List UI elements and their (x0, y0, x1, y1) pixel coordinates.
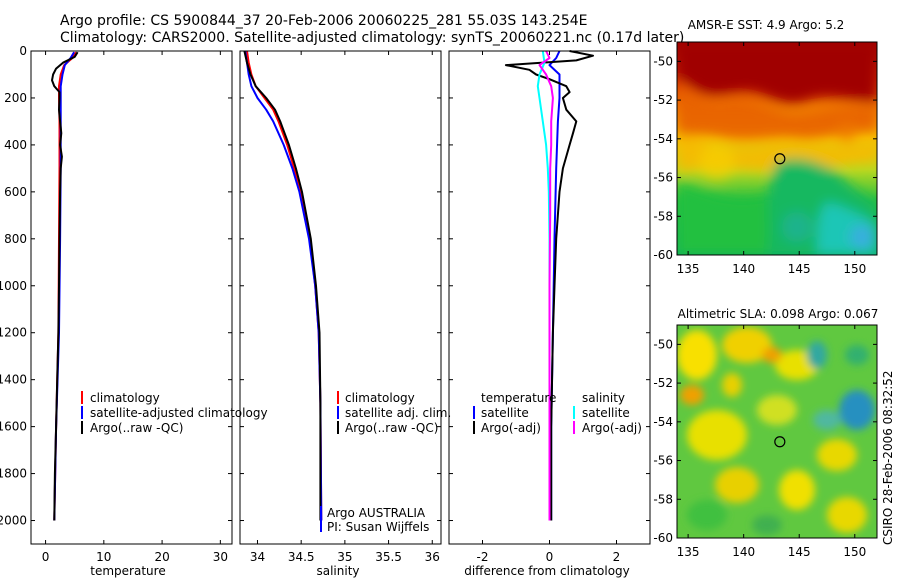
legend-label-temp-satellite: satellite (481, 406, 529, 420)
y-tick-label: 0 (19, 44, 27, 58)
series-climatology (246, 50, 323, 521)
legend-label-climatology: climatology (345, 391, 415, 405)
map-x-tick-label: 150 (843, 262, 866, 276)
map-x-tick-label: 135 (677, 545, 700, 559)
y-tick-label: 200 (4, 91, 27, 105)
map-y-tick-label: -54 (653, 415, 673, 429)
series-climatology (53, 51, 77, 521)
map-y-tick-label: -52 (653, 376, 673, 390)
credit-timestamp: CSIRO 28-Feb-2006 08:32:52 (881, 370, 895, 545)
y-tick-label: 1200 (0, 326, 27, 340)
annotation-program: Argo AUSTRALIA (327, 506, 426, 520)
y-tick-label: 1400 (0, 373, 27, 387)
sst-map-title: AMSR-E SST: 4.9 Argo: 5.2 (688, 18, 845, 32)
map-y-tick-label: -50 (653, 337, 673, 351)
y-tick-label: 1800 (0, 467, 27, 481)
x-tick-label: 30 (213, 550, 228, 564)
series-temperature-argo-adj- (504, 50, 594, 521)
map-y-tick-label: -58 (653, 492, 673, 506)
sla-heatmap (677, 325, 877, 538)
legend-salinity-heading: salinity (582, 391, 625, 405)
map-y-tick-label: -54 (653, 132, 673, 146)
x-tick-label: 34 (250, 550, 265, 564)
sla-map-frame (676, 324, 878, 539)
x-tick-label: 34.5 (288, 550, 315, 564)
temperature-axis-label: temperature (90, 564, 165, 578)
map-y-tick-label: -56 (653, 454, 673, 468)
float-annotation: Argo AUSTRALIA PI: Susan Wijffels (320, 506, 429, 534)
legend-label-satellite: satellite-adjusted climatology (90, 406, 268, 420)
map-y-tick-label: -58 (653, 209, 673, 223)
legend-label-argo: Argo(..raw -QC) (90, 421, 183, 435)
salinity-axis-label: salinity (316, 564, 359, 578)
sla-map-title: Altimetric SLA: 0.098 Argo: 0.067 (678, 307, 879, 321)
series-argo-raw-qc- (51, 51, 79, 521)
map-x-tick-label: 145 (788, 262, 811, 276)
map-y-tick-label: -50 (653, 54, 673, 68)
title-line-1: Argo profile: CS 5900844_37 20-Feb-2006 … (60, 13, 587, 29)
map-y-tick-label: -52 (653, 93, 673, 107)
map-y-tick-label: -56 (653, 171, 673, 185)
series-satellite-adjusted-climatology (53, 51, 75, 521)
salinity-panel: 34 34.5 35 35.5 36 salinity climatology sate… (239, 50, 451, 578)
map-y-tick-label: -60 (653, 248, 673, 262)
map-x-tick-label: 135 (677, 262, 700, 276)
map-x-tick-label: 145 (788, 545, 811, 559)
map-x-tick-label: 140 (732, 545, 755, 559)
series-argo-raw-qc- (243, 50, 322, 521)
x-tick-label: 20 (154, 550, 169, 564)
annotation-pi: PI: Susan Wijffels (327, 520, 429, 534)
x-tick-label: 0 (546, 550, 554, 564)
map-x-tick-label: 150 (843, 545, 866, 559)
x-tick-label: 0 (42, 550, 50, 564)
difference-axes-frame (448, 50, 651, 545)
x-tick-label: 35 (337, 550, 352, 564)
legend-temperature-heading: temperature (481, 391, 556, 405)
sst-map: AMSR-E SST: 4.9 Argo: 5.2 -50 -52 -54 -56 -5… (653, 18, 878, 276)
temperature-panel: 0 200 400 600 800 1000 1200 1400 1600 1800 2000 0 1… (0, 44, 268, 578)
y-tick-label: 1600 (0, 420, 27, 434)
x-tick-label: 2 (613, 550, 621, 564)
difference-axis-label: difference from climatology (464, 564, 630, 578)
difference-panel: -2 0 2 difference from climatology tempera… (448, 50, 651, 578)
y-tick-label: 2000 (0, 514, 27, 528)
title-line-2: Climatology: CARS2000. Satellite-adjuste… (60, 30, 684, 46)
y-tick-label: 800 (4, 232, 27, 246)
series-salinity-satellite (536, 50, 551, 521)
sst-map-frame (676, 41, 878, 256)
temperature-axes-frame (30, 50, 233, 545)
argo-float-marker (774, 436, 786, 448)
map-y-tick-label: -60 (653, 531, 673, 545)
sst-heatmap (677, 42, 877, 255)
legend-label-satellite: satellite adj. clim. (345, 406, 451, 420)
temperature-legend: climatology satellite-adjusted climatolo… (81, 391, 268, 435)
legend-label-climatology: climatology (90, 391, 160, 405)
x-tick-label: 10 (96, 550, 111, 564)
y-tick-label: 1000 (0, 279, 27, 293)
salinity-axes-frame (239, 50, 442, 545)
y-tick-label: 600 (4, 185, 27, 199)
legend-label-temp-argo: Argo(-adj) (481, 421, 541, 435)
series-salinity-argo-adj- (538, 50, 554, 521)
map-x-tick-label: 140 (732, 262, 755, 276)
series-satellite-adj-clim- (244, 50, 323, 521)
sla-map: Altimetric SLA: 0.098 Argo: 0.067 (653, 307, 878, 559)
salinity-legend: climatology satellite adj. clim. Argo(..… (337, 391, 451, 435)
legend-label-sal-argo: Argo(-adj) (582, 421, 642, 435)
x-tick-label: 36 (425, 550, 440, 564)
legend-label-sal-satellite: satellite (582, 406, 630, 420)
x-tick-label: -2 (477, 550, 489, 564)
argo-float-marker (774, 153, 786, 165)
difference-legend: temperature satellite Argo(-adj) salinit… (473, 391, 642, 435)
x-tick-label: 35.5 (375, 550, 402, 564)
legend-label-argo: Argo(..raw -QC) (345, 421, 438, 435)
y-tick-label: 400 (4, 138, 27, 152)
